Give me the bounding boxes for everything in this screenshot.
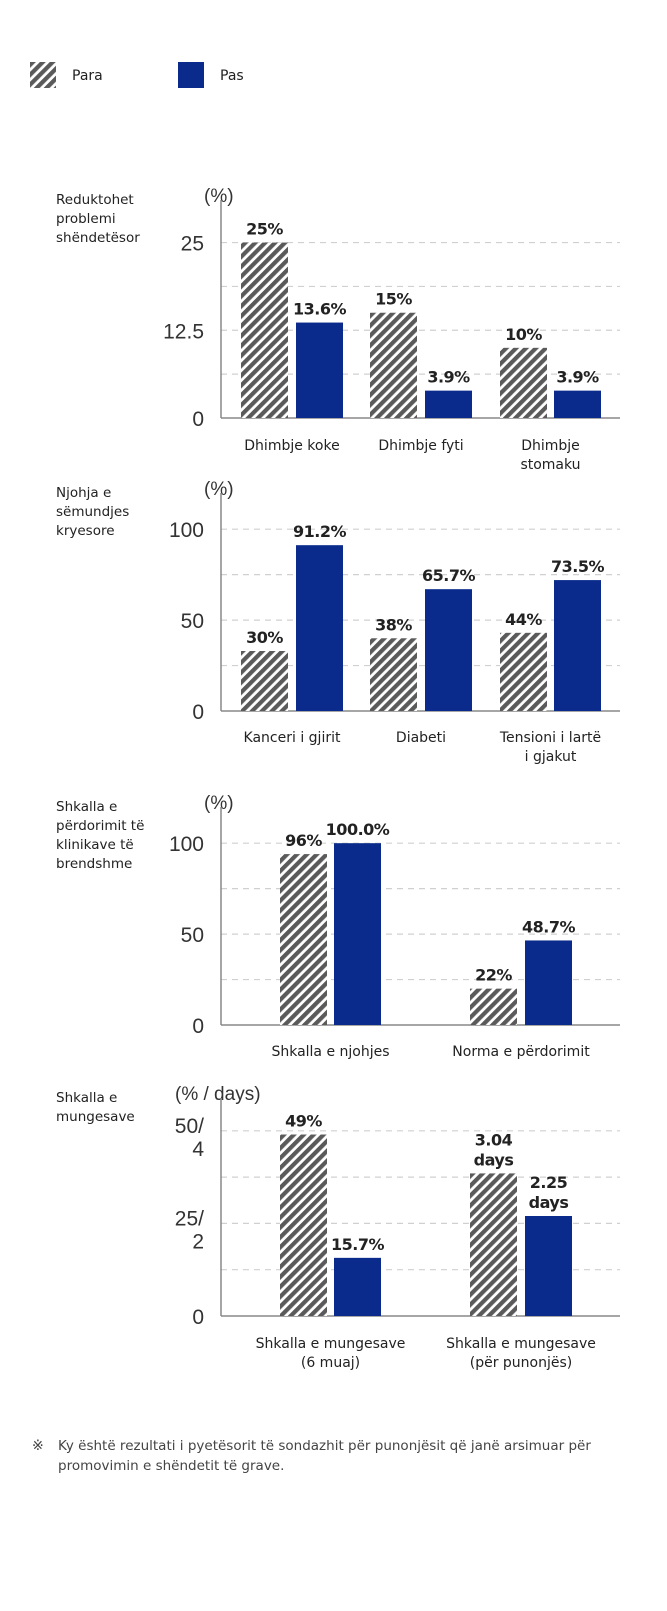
chart-0-bar-before — [370, 312, 417, 418]
chart-1-data-label: 44% — [505, 610, 542, 629]
chart-1-tick-label: 50 — [181, 610, 204, 633]
chart-3-tick-label: 0 — [192, 1306, 204, 1329]
chart-1-category-label: Kanceri i gjirit — [244, 730, 341, 746]
chart-3-tick-label: 25/2 — [175, 1207, 204, 1253]
chart-1-bar-after — [554, 580, 601, 711]
legend-swatch-before — [30, 62, 56, 88]
chart-1-bar-before — [500, 632, 547, 711]
chart-3-data-label: 15.7% — [331, 1235, 384, 1254]
chart-0-bar-after — [425, 390, 472, 418]
chart-1-category-label: Diabeti — [396, 730, 446, 746]
chart-0-bar-after — [554, 390, 601, 418]
chart-1-bar-after — [425, 589, 472, 711]
chart-0-unit: (%) — [204, 186, 234, 207]
chart-2-data-label: 96% — [285, 831, 322, 850]
chart-2-tick-label: 50 — [181, 924, 204, 947]
chart-1-data-label: 65.7% — [422, 566, 475, 585]
footnote-mark: ※ — [32, 1438, 44, 1454]
footnote-text: Ky është rezultati i pyetësorit të sonda… — [58, 1438, 591, 1474]
chart-3-data-label: 49% — [285, 1112, 322, 1131]
chart-3-data-label: 2.25 days — [529, 1173, 569, 1212]
chart-3-bar-before — [470, 1173, 517, 1316]
chart-2-bar-before — [470, 988, 517, 1025]
chart-0-category-label: Dhimbje stomaku — [520, 438, 580, 473]
chart-1-title: Njohja e sëmundjes kryesore — [56, 485, 129, 539]
chart-2-unit: (%) — [204, 793, 234, 814]
chart-2-tick-label: 100 — [169, 833, 204, 856]
chart-3-bar-after — [525, 1216, 572, 1316]
chart-2-data-label: 48.7% — [522, 917, 575, 936]
chart-1-data-label: 91.2% — [293, 522, 346, 541]
chart-0-bar-after — [296, 322, 343, 418]
chart-1-tick-label: 100 — [169, 519, 204, 542]
chart-2-title: Shkalla e përdorimit të klinikave të brends… — [56, 799, 144, 872]
chart-2-bar-before — [280, 854, 327, 1025]
chart-2-category-label: Shkalla e njohjes — [271, 1044, 389, 1060]
chart-3-category-label: Shkalla e mungesave (për punonjës) — [446, 1336, 596, 1371]
legend-swatch-after — [178, 62, 204, 88]
chart-0-data-label: 13.6% — [293, 300, 346, 319]
chart-2-category-label: Norma e përdorimit — [452, 1044, 590, 1060]
chart-0-category-label: Dhimbje fyti — [378, 438, 463, 454]
chart-1-data-label: 73.5% — [551, 557, 604, 576]
chart-1-unit: (%) — [204, 479, 234, 500]
chart-1-data-label: 38% — [375, 615, 412, 634]
chart-0-tick-label: 12.5 — [163, 320, 204, 343]
chart-0-bar-before — [241, 242, 288, 418]
chart-2-bar-after — [525, 940, 572, 1025]
chart-0-tick-label: 25 — [181, 233, 204, 256]
chart-1-bar-before — [370, 638, 417, 711]
chart-2-tick-label: 0 — [192, 1015, 204, 1038]
chart-1-bar-before — [241, 651, 288, 711]
chart-0-data-label: 25% — [246, 220, 283, 239]
chart-2-data-label: 100.0% — [326, 820, 390, 839]
chart-1-tick-label: 0 — [192, 701, 204, 724]
chart-0-data-label: 10% — [505, 325, 542, 344]
chart-1-bar-after — [296, 545, 343, 711]
chart-0-data-label: 15% — [375, 290, 412, 309]
chart-3-tick-label: 50/4 — [175, 1115, 205, 1161]
chart-0-title: Reduktohet problemi shëndetësor — [56, 192, 140, 246]
legend-label-before: Para — [72, 68, 103, 84]
chart-3-bar-after — [334, 1257, 381, 1316]
chart-0-bar-before — [500, 347, 547, 418]
chart-0-data-label: 3.9% — [556, 368, 599, 387]
chart-3-unit: (% / days) — [175, 1084, 261, 1105]
chart-0-tick-label: 0 — [192, 408, 204, 431]
chart-1-category-label: Tensioni i lartë i gjakut — [499, 730, 601, 765]
legend-label-after: Pas — [220, 68, 244, 84]
chart-2-bar-after — [334, 843, 381, 1025]
chart-3-title: Shkalla e mungesave — [56, 1090, 135, 1125]
chart-3-category-label: Shkalla e mungesave (6 muaj) — [256, 1336, 406, 1371]
chart-3-bar-before — [280, 1134, 327, 1316]
chart-1-data-label: 30% — [246, 628, 283, 647]
chart-0-category-label: Dhimbje koke — [244, 438, 339, 454]
chart-2-data-label: 22% — [475, 966, 512, 985]
chart-0-data-label: 3.9% — [427, 368, 470, 387]
chart-3-data-label: 3.04 days — [474, 1130, 514, 1169]
